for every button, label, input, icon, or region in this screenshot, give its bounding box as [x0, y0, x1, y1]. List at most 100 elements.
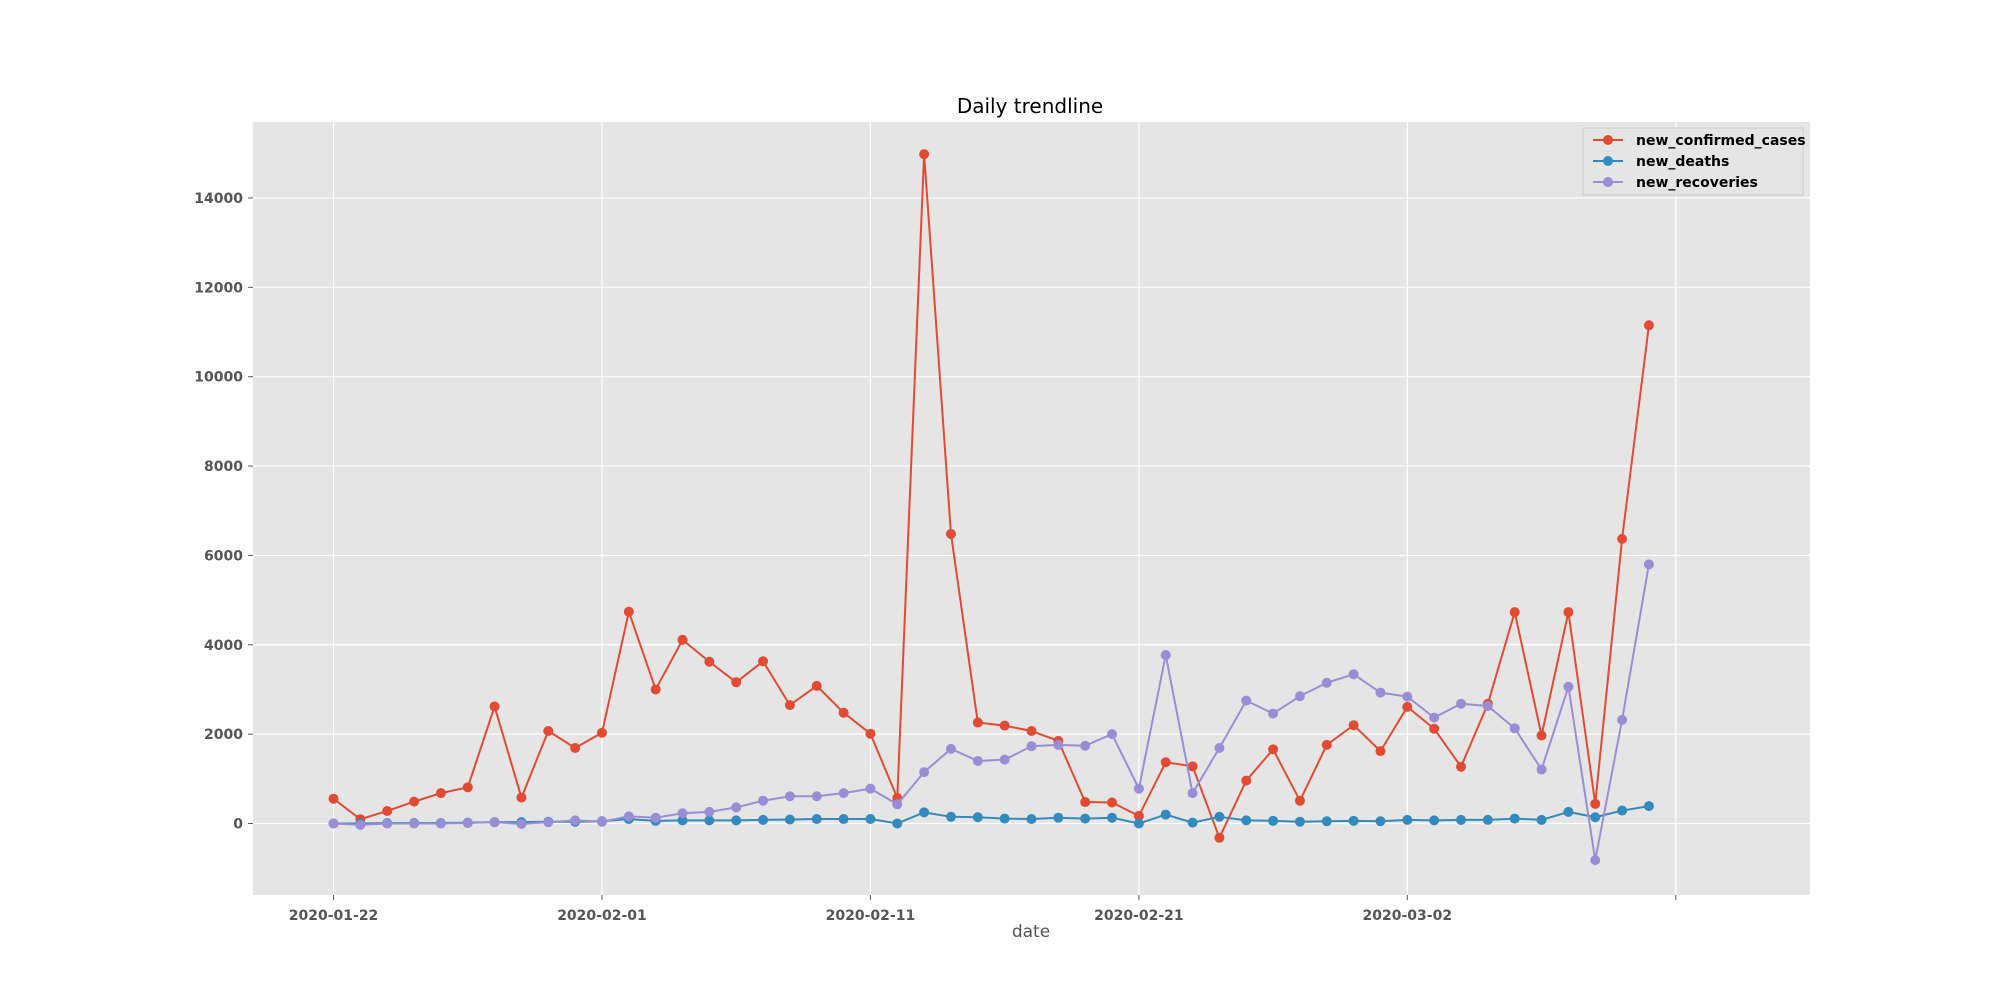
- data-point: [919, 149, 930, 160]
- y-tick-label: 10000: [194, 370, 243, 386]
- data-point: [892, 818, 903, 829]
- data-point: [1241, 775, 1252, 786]
- data-point: [1321, 816, 1332, 827]
- data-point: [731, 815, 742, 826]
- legend-label: new_confirmed_cases: [1636, 133, 1806, 149]
- data-point: [1080, 740, 1091, 751]
- series-group: [328, 149, 1654, 866]
- data-point: [1590, 798, 1601, 809]
- data-point: [1509, 813, 1520, 824]
- data-point: [1187, 788, 1198, 799]
- data-point: [758, 795, 769, 806]
- data-point: [1133, 783, 1144, 794]
- data-point: [596, 816, 607, 827]
- data-point: [1026, 726, 1037, 737]
- data-point: [1643, 320, 1654, 331]
- data-point: [1321, 739, 1332, 750]
- x-tick-label: 2020-02-21: [1094, 908, 1184, 924]
- data-point: [1294, 795, 1305, 806]
- data-point: [1563, 681, 1574, 692]
- x-tick-label: 2020-02-11: [826, 908, 916, 924]
- data-point: [919, 807, 930, 818]
- x-tick-label: 2020-02-01: [557, 908, 647, 924]
- data-point: [1617, 805, 1628, 816]
- data-point: [462, 782, 473, 793]
- x-axis-ticks: 2020-01-22 2020-02-01 2020-02-11 2020-02-21…: [289, 895, 1677, 924]
- data-point: [382, 806, 393, 816]
- data-point: [1268, 744, 1279, 755]
- data-point: [650, 812, 661, 823]
- data-point: [1026, 814, 1037, 825]
- data-point: [382, 818, 393, 829]
- data-point: [1536, 814, 1547, 825]
- data-point: [516, 818, 527, 829]
- series-new-recoveries: [328, 559, 1654, 866]
- data-point: [865, 814, 876, 825]
- data-point: [1402, 701, 1413, 712]
- data-point: [1107, 797, 1118, 808]
- data-point: [972, 812, 983, 823]
- data-point: [1160, 650, 1171, 661]
- data-point: [1643, 559, 1654, 570]
- data-point: [570, 815, 581, 826]
- data-point: [811, 680, 822, 691]
- data-point: [1456, 814, 1467, 825]
- y-tick-label: 4000: [204, 638, 243, 654]
- legend-label: new_recoveries: [1636, 175, 1758, 191]
- data-point: [1402, 814, 1413, 825]
- data-point: [1107, 729, 1118, 740]
- data-point: [516, 792, 527, 803]
- chart-title: Daily trendline: [957, 94, 1103, 118]
- data-point: [1402, 691, 1413, 702]
- data-point: [677, 634, 688, 645]
- y-tick-label: 0: [233, 817, 243, 833]
- data-point: [328, 793, 339, 804]
- data-point: [972, 717, 983, 728]
- legend-label: new_deaths: [1636, 154, 1729, 170]
- data-point: [1214, 832, 1225, 843]
- data-point: [838, 707, 849, 718]
- data-point: [1080, 813, 1091, 824]
- legend-marker: [1603, 156, 1613, 166]
- data-point: [731, 677, 742, 688]
- data-point: [1160, 757, 1171, 768]
- data-point: [784, 700, 795, 711]
- data-point: [1536, 764, 1547, 775]
- data-point: [570, 743, 581, 753]
- data-point: [1321, 677, 1332, 688]
- data-point: [409, 818, 420, 829]
- data-point: [1026, 741, 1037, 752]
- data-point: [1375, 687, 1386, 698]
- data-point: [1509, 607, 1520, 618]
- data-point: [1080, 797, 1091, 808]
- data-point: [892, 799, 903, 810]
- data-point: [999, 720, 1010, 731]
- legend-marker: [1603, 135, 1613, 145]
- plot-area: [253, 122, 1810, 895]
- data-point: [704, 806, 715, 817]
- x-tick-label: 2020-03-02: [1363, 908, 1453, 924]
- data-point: [1294, 691, 1305, 702]
- y-tick-label: 14000: [194, 191, 243, 207]
- data-point: [1294, 816, 1305, 827]
- data-point: [999, 754, 1010, 765]
- y-tick-label: 6000: [204, 548, 243, 564]
- data-point: [462, 818, 473, 829]
- data-point: [1617, 533, 1628, 544]
- data-point: [1348, 720, 1359, 731]
- data-point: [919, 767, 930, 778]
- data-point: [623, 606, 634, 617]
- y-tick-label: 12000: [194, 280, 243, 296]
- data-point: [409, 796, 420, 807]
- data-point: [704, 656, 715, 667]
- series-new-confirmed-cases: [328, 149, 1654, 843]
- data-point: [623, 811, 634, 822]
- data-point: [355, 819, 366, 830]
- data-point: [1133, 818, 1144, 829]
- data-point: [1563, 806, 1574, 817]
- data-point: [489, 701, 500, 712]
- series-line: [332, 153, 1650, 839]
- data-point: [596, 727, 607, 738]
- data-point: [1563, 607, 1574, 618]
